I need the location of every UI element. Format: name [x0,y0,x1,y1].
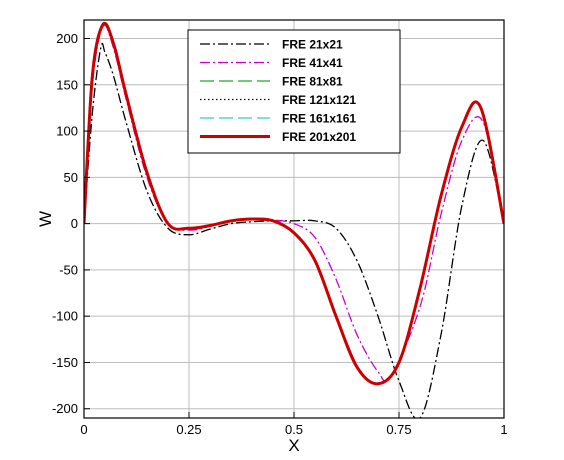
x-tick-label: 1 [500,422,507,437]
x-axis-label: X [288,436,299,455]
y-tick-label: 0 [71,216,78,231]
y-tick-label: -100 [52,309,78,324]
y-tick-label: 150 [56,77,78,92]
x-tick-label: 0 [80,422,87,437]
y-axis-label: W [36,211,55,227]
y-tick-label: -200 [52,401,78,416]
x-tick-label: 0.25 [176,422,201,437]
series-line-0 [84,42,504,418]
legend: FRE 21x21 FRE 41x41 FRE 81x81 FRE 121x121 FR… [187,29,401,154]
y-tick-label: -150 [52,355,78,370]
legend-label-3: FRE 121x121 [282,93,356,107]
legend-box [187,29,401,154]
x-tick-label: 0.75 [386,422,411,437]
legend-label-1: FRE 41x41 [282,56,343,70]
x-tick-label: 0.5 [285,422,303,437]
legend-label-2: FRE 81x81 [282,75,343,89]
y-tick-label: 50 [64,170,78,185]
series-line-5 [84,21,504,386]
legend-label-0: FRE 21x21 [282,38,343,52]
y-tick-label: -50 [59,262,78,277]
axis-ticks: 0 0.25 0.5 0.75 1 -200 -150 -100 -50 0 50 100 150 200 [52,31,508,437]
series-layer [84,21,504,418]
y-tick-label: 100 [56,124,78,139]
y-tick-label: 200 [56,31,78,46]
legend-label-5: FRE 201x201 [282,130,356,144]
legend-label-4: FRE 161x161 [282,112,356,126]
